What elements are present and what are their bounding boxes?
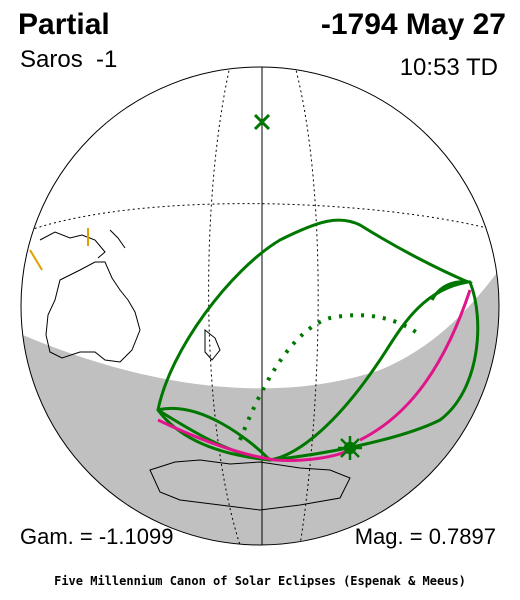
- coastlines: [39, 229, 351, 511]
- greatest-eclipse-star: [338, 436, 362, 460]
- gamma: Gam. = -1.1099: [20, 524, 174, 549]
- credit: Five Millennium Canon of Solar Eclipses …: [54, 574, 466, 588]
- maximum-lines: [157, 289, 472, 462]
- saros: Saros -1: [20, 46, 118, 73]
- greatest-eclipse-path: [238, 313, 422, 441]
- graticule: [29, 67, 496, 545]
- magnitude: Mag. = 0.7897: [354, 524, 496, 549]
- sub-solar-point: [253, 113, 271, 131]
- eclipse-date: -1794 May 27: [320, 8, 506, 41]
- globe-outline: [20, 66, 500, 546]
- time: 10:53 TD: [399, 54, 498, 81]
- sunrise-marks: [29, 228, 89, 271]
- eclipse-type: Partial: [18, 8, 110, 41]
